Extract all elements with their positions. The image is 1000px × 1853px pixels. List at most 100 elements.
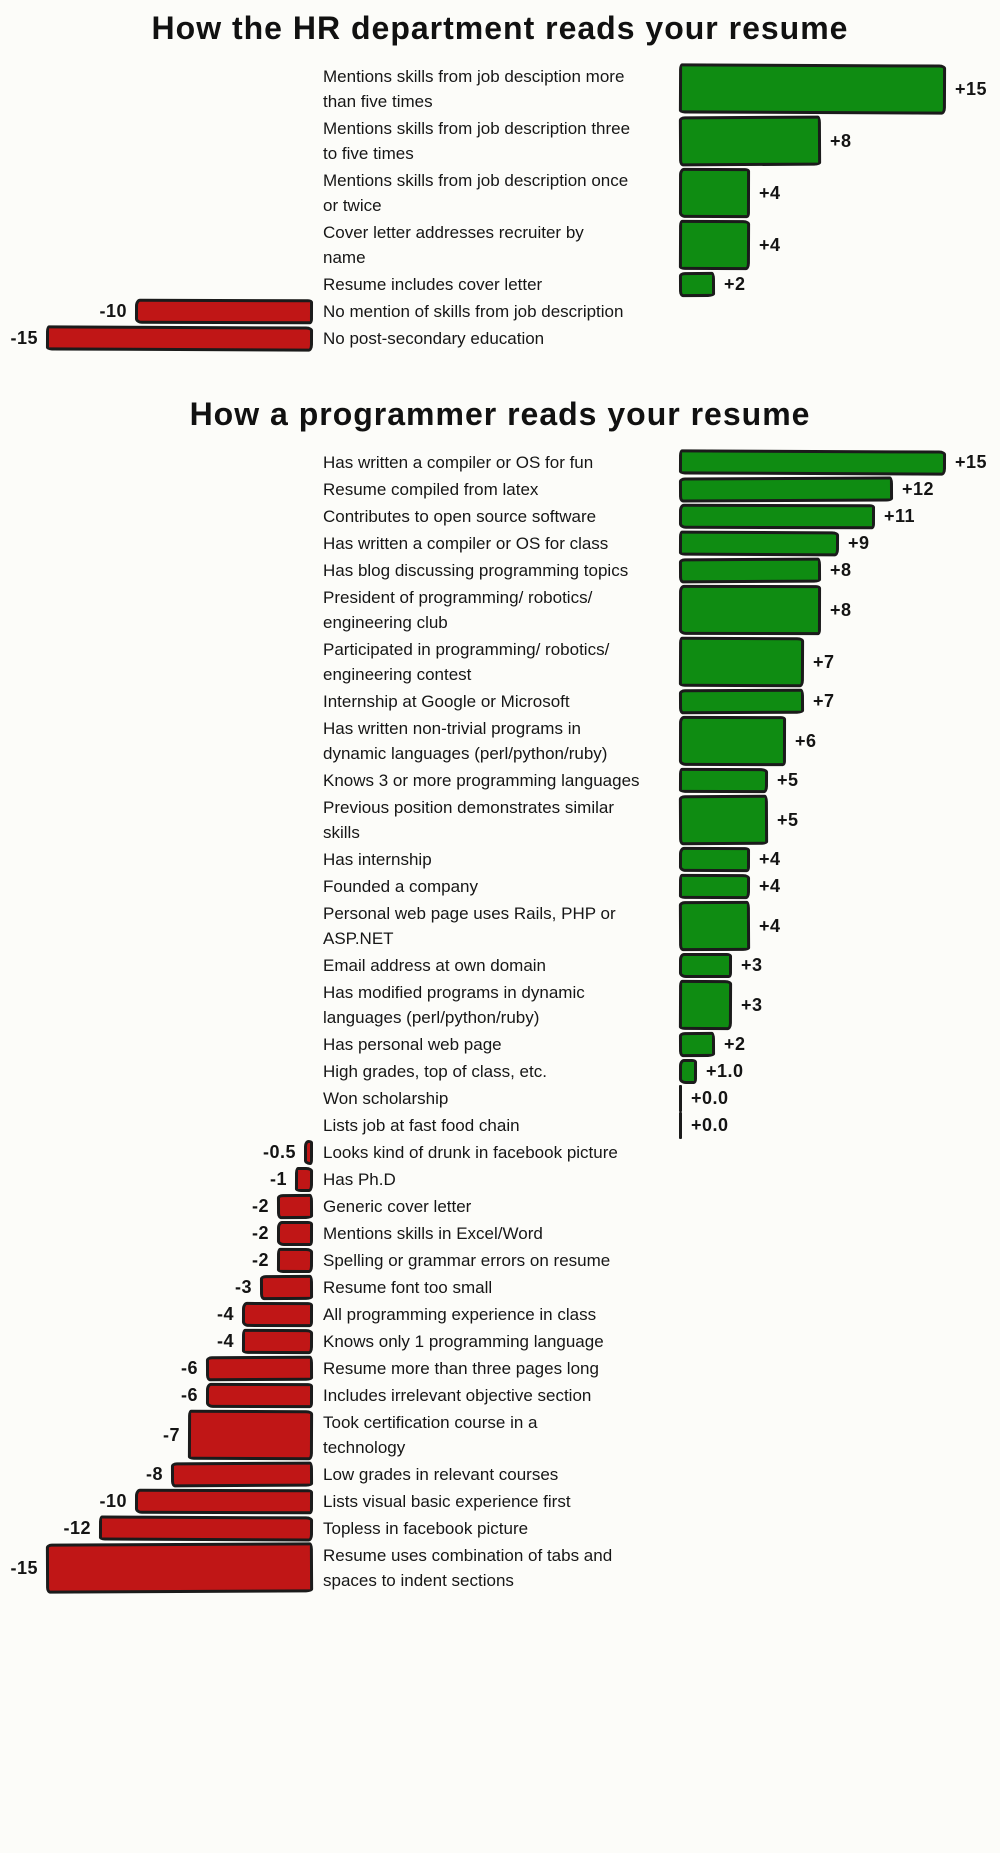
category-label: All programming experience in class — [323, 1305, 597, 1324]
positive-bar-zone: +7 — [678, 636, 1000, 688]
category-label: Has modified programs in dynamic languag… — [323, 983, 585, 1027]
chart-row: Has written non-trivial programs in dyna… — [0, 715, 1000, 767]
bar-negative — [276, 1247, 314, 1274]
category-label: Has blog discussing programming topics — [323, 561, 629, 580]
category-label: Resume uses combination of tabs and spac… — [323, 1546, 613, 1590]
chart-row: Mentions skills from job description onc… — [0, 167, 1000, 219]
chart-row: Founded a company +4 — [0, 873, 1000, 900]
value-label: +15 — [955, 452, 988, 472]
chart-row: Won scholarship +0.0 — [0, 1085, 1000, 1112]
category-label: Mentions skills in Excel/Word — [323, 1224, 543, 1243]
negative-bar-zone: -3 — [0, 1274, 314, 1301]
bar-positive — [678, 794, 769, 846]
negative-bar-zone — [0, 271, 313, 298]
category-label: Previous position demonstrates similar s… — [323, 798, 615, 842]
positive-bar-zone — [679, 1328, 1000, 1355]
value-label: -12 — [63, 1518, 91, 1538]
chart-row: Has modified programs in dynamic languag… — [0, 979, 1000, 1031]
bar-negative — [205, 1382, 314, 1409]
negative-bar-zone — [0, 794, 313, 846]
category-label: Resume includes cover letter — [323, 275, 543, 294]
value-label: +15 — [955, 78, 988, 99]
negative-bar-zone — [0, 503, 313, 530]
category-label: Includes irrelevant objective section — [323, 1386, 592, 1405]
bar-negative — [241, 1301, 314, 1328]
positive-bar-zone — [679, 1220, 1000, 1247]
positive-bar-zone: +4 — [678, 873, 1000, 900]
value-label: -15 — [10, 328, 38, 348]
negative-bar-zone — [0, 1085, 313, 1112]
category-label: Knows 3 or more programming languages — [323, 771, 640, 790]
positive-bar-zone — [679, 1193, 1000, 1220]
chart-row: Resume compiled from latex +12 — [0, 476, 1000, 503]
chart-row: -4 All programming experience in class — [0, 1301, 1000, 1328]
value-label: -10 — [99, 301, 127, 321]
chart-row: -15 Resume uses combination of tabs and s… — [0, 1542, 1000, 1594]
chart-row: Participated in programming/ robotics/ e… — [0, 636, 1000, 688]
negative-bar-zone: -12 — [0, 1515, 314, 1542]
negative-bar-zone: -2 — [0, 1247, 314, 1274]
bar-negative — [45, 1542, 314, 1594]
category-label: Cover letter addresses recruiter by name — [323, 223, 584, 267]
bar-positive — [678, 952, 733, 979]
positive-bar-zone: +4 — [678, 846, 1000, 873]
negative-bar-zone — [0, 115, 313, 167]
value-label: +4 — [759, 876, 781, 896]
chart-row: Mentions skills from job description thr… — [0, 115, 1000, 167]
value-label: -6 — [180, 1358, 198, 1378]
category-label: Lists visual basic experience first — [323, 1492, 571, 1511]
negative-bar-zone — [0, 979, 313, 1031]
negative-bar-zone — [0, 557, 313, 584]
chart-row: Resume includes cover letter +2 — [0, 271, 1000, 298]
bar-positive — [678, 115, 822, 167]
negative-bar-zone — [0, 219, 313, 271]
chart-row: High grades, top of class, etc. +1.0 — [0, 1058, 1000, 1085]
bar-positive — [678, 503, 876, 530]
bar-negative — [241, 1328, 314, 1355]
chart-row: Personal web page uses Rails, PHP or ASP… — [0, 900, 1000, 952]
bar-negative — [187, 1409, 314, 1461]
bar-negative — [134, 1488, 314, 1515]
positive-bar-zone — [679, 1382, 1000, 1409]
chart-row: Has internship +4 — [0, 846, 1000, 873]
value-label: -15 — [10, 1557, 38, 1578]
value-label: +3 — [741, 994, 763, 1015]
chart-row: Has blog discussing programming topics +8 — [0, 557, 1000, 584]
negative-bar-zone: -6 — [0, 1355, 314, 1382]
positive-bar-zone — [679, 1166, 1000, 1193]
value-label: +4 — [759, 915, 781, 936]
category-label: Internship at Google or Microsoft — [323, 692, 570, 711]
positive-bar-zone: +3 — [678, 979, 1000, 1031]
negative-bar-zone — [0, 952, 313, 979]
negative-bar-zone: -2 — [0, 1220, 314, 1247]
value-label: -7 — [162, 1424, 180, 1445]
positive-bar-zone — [679, 1488, 1000, 1515]
category-label: Contributes to open source software — [323, 507, 597, 526]
category-label: Topless in facebook picture — [323, 1519, 529, 1538]
bar-positive — [678, 900, 751, 952]
bar-positive — [678, 767, 769, 794]
negative-bar-zone: -7 — [0, 1409, 314, 1461]
positive-bar-zone: +0.0 — [679, 1085, 1000, 1112]
bar-negative — [98, 1515, 314, 1542]
negative-bar-zone — [0, 846, 313, 873]
bar-positive — [678, 1031, 716, 1058]
positive-bar-zone: +11 — [678, 503, 1000, 530]
value-label: +8 — [830, 560, 852, 580]
chart-row: -1 Has Ph.D — [0, 1166, 1000, 1193]
bar-positive — [678, 530, 840, 557]
chart-row: Previous position demonstrates similar s… — [0, 794, 1000, 846]
value-label: -2 — [251, 1223, 269, 1243]
positive-bar-zone — [679, 1301, 1000, 1328]
positive-bar-zone: +9 — [678, 530, 1000, 557]
positive-bar-zone: +15 — [678, 449, 1000, 476]
category-label: Has written a compiler or OS for fun — [323, 453, 594, 472]
chart-row: Cover letter addresses recruiter by name… — [0, 219, 1000, 271]
negative-bar-zone: -1 — [0, 1166, 314, 1193]
negative-bar-zone: -10 — [0, 1488, 314, 1515]
bar-negative — [294, 1166, 314, 1193]
positive-bar-zone: +4 — [678, 900, 1000, 952]
value-label: +5 — [777, 770, 799, 790]
value-label: +5 — [777, 809, 799, 830]
negative-bar-zone — [0, 1112, 313, 1139]
